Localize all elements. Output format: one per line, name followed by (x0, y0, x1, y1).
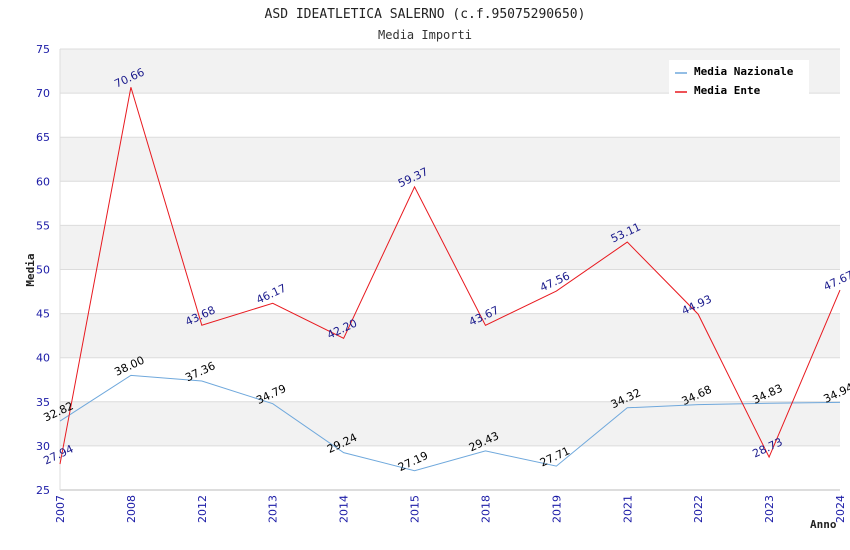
y-tick-label-75: 75 (36, 43, 50, 56)
plot-band (60, 313, 840, 358)
series-lines (59, 87, 841, 472)
plot-band (60, 225, 840, 270)
plot-band (60, 401, 840, 446)
y-tick-label-60: 60 (36, 175, 50, 188)
x-tick-label-2008: 2008 (125, 495, 138, 523)
x-tick-label-2023: 2023 (763, 495, 776, 523)
x-tick-label-2007: 2007 (54, 495, 67, 523)
chart-title: ASD IDEATLETICA SALERNO (c.f.95075290650… (265, 7, 586, 22)
legend-label-media-ente: Media Ente (694, 84, 761, 97)
plot-band (60, 137, 840, 182)
x-tick-label-2015: 2015 (409, 495, 422, 523)
legend-box (669, 60, 809, 98)
x-tick-label-2024: 2024 (834, 495, 847, 523)
chart-subtitle: Media Importi (378, 28, 472, 42)
y-tick-label-50: 50 (36, 264, 50, 277)
plot-band (60, 269, 840, 314)
x-tick-label-2013: 2013 (267, 495, 280, 523)
y-tick-labels: 25 30 35 40 45 50 55 60 65 70 75 (36, 43, 50, 497)
y-tick-label-45: 45 (36, 308, 50, 321)
x-tick-label-2021: 2021 (621, 495, 634, 523)
plot-band (60, 93, 840, 138)
plot-band (60, 445, 840, 490)
y-tick-label-65: 65 (36, 131, 50, 144)
plot-band (60, 181, 840, 226)
x-tick-label-2022: 2022 (692, 495, 705, 523)
x-tick-label-2019: 2019 (550, 495, 563, 523)
x-axis-label: Anno (810, 518, 837, 531)
series-line-media-ente (59, 87, 841, 465)
series-line-media-nazionale (59, 374, 841, 472)
y-tick-label-35: 35 (36, 396, 50, 409)
x-tick-label-2014: 2014 (338, 495, 351, 523)
x-tick-label-2012: 2012 (196, 495, 209, 523)
legend: Media Nazionale Media Ente (669, 60, 809, 98)
y-tick-label-40: 40 (36, 352, 50, 365)
y-tick-label-70: 70 (36, 87, 50, 100)
plot-bands (60, 49, 840, 490)
y-tick-label-55: 55 (36, 219, 50, 232)
x-tick-label-2018: 2018 (479, 495, 492, 523)
y-tick-label-30: 30 (36, 440, 50, 453)
y-axis-label: Media (24, 253, 37, 286)
y-tick-label-25: 25 (36, 484, 50, 497)
x-tick-labels: 2007 2008 2012 2013 2014 2015 2018 2019 2021 2022… (54, 495, 847, 523)
legend-label-media-nazionale: Media Nazionale (694, 65, 794, 78)
